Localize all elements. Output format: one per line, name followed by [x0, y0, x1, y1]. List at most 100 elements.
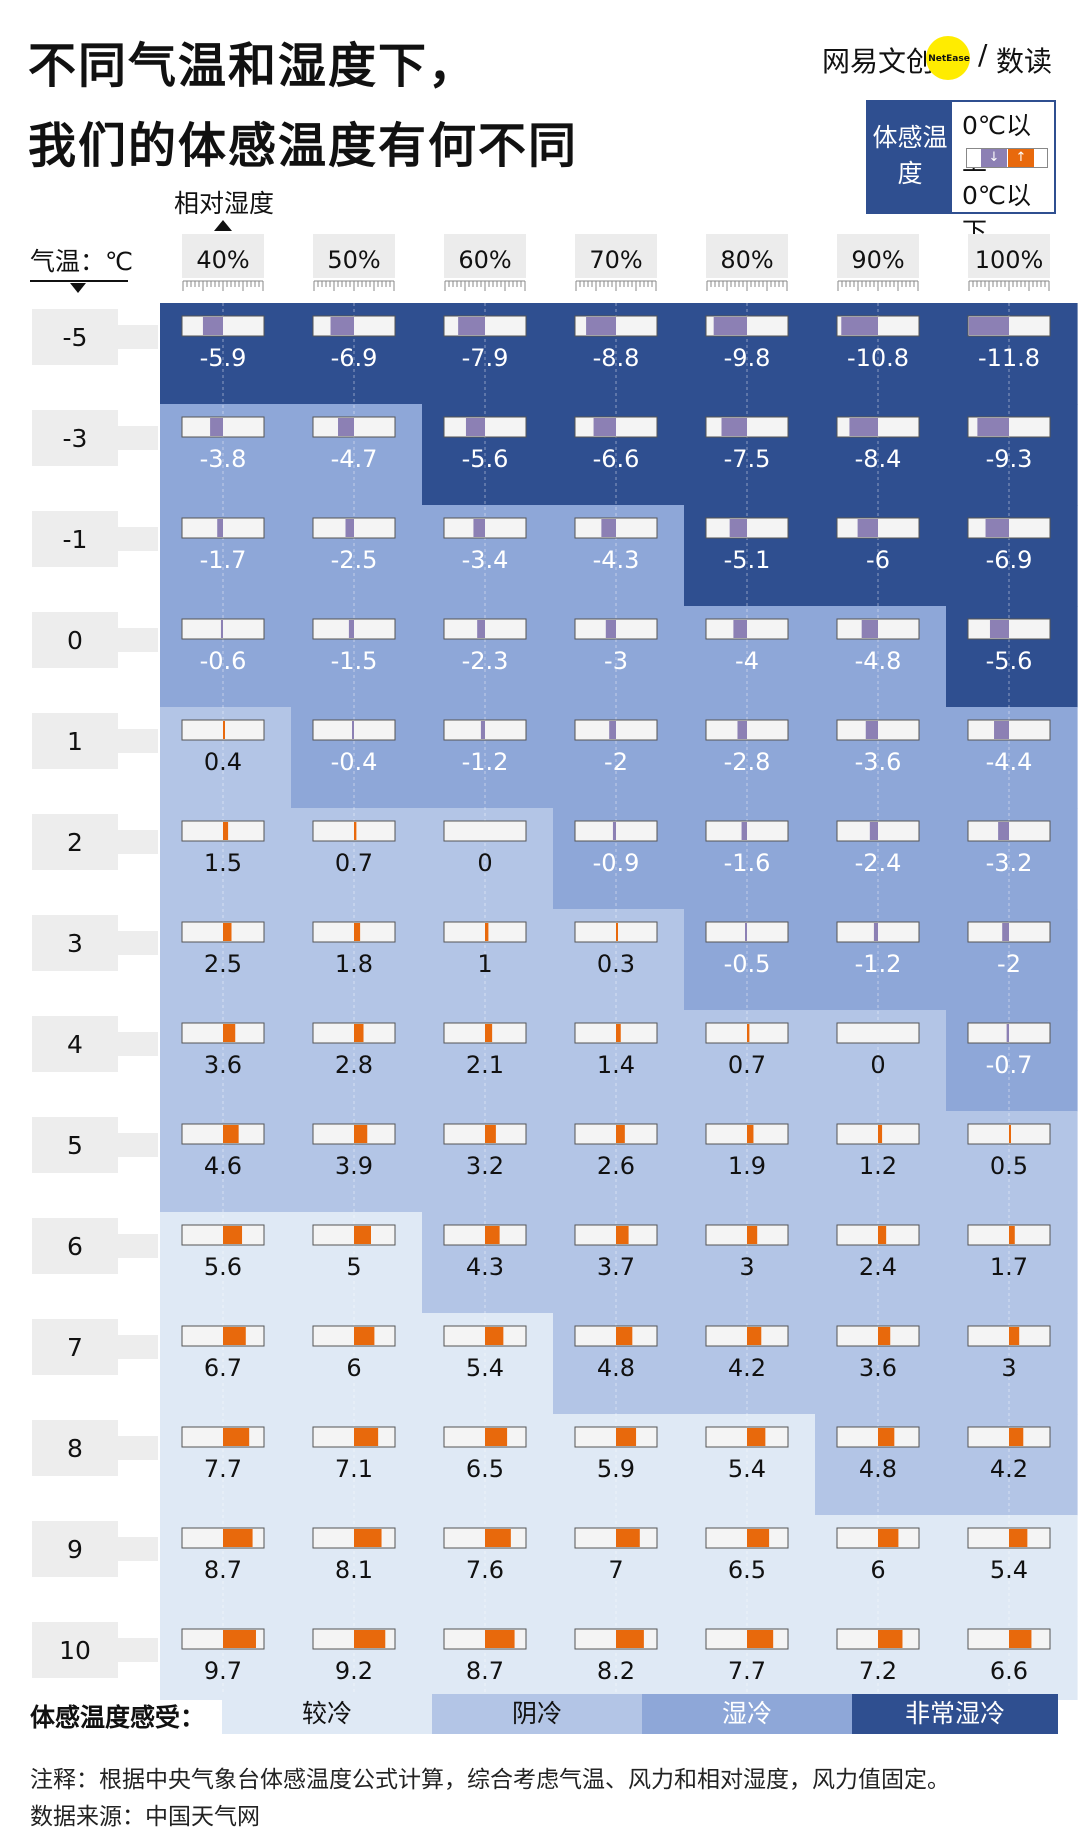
cell-value-label: -2: [997, 950, 1021, 978]
gauge-negative-fill: [841, 317, 878, 335]
gauge-positive-fill: [616, 1024, 621, 1042]
title-line-1: 不同气温和湿度下，: [28, 38, 479, 94]
row-header-label: 4: [67, 1030, 83, 1059]
gauge-positive-fill: [485, 1428, 508, 1446]
gauge-positive-fill: [747, 1226, 758, 1244]
cell-value-label: -4: [735, 647, 759, 675]
row-header-label: -5: [63, 323, 88, 352]
gauge-positive-fill: [1009, 1226, 1015, 1244]
cell-value-label: 3: [1001, 1354, 1016, 1382]
gauge-negative-fill: [202, 317, 223, 335]
cell-value-label: -6.6: [593, 445, 640, 473]
cell-value-label: 7.1: [335, 1455, 373, 1483]
row-header-tag: [32, 1117, 158, 1173]
row-header-tag: [32, 1016, 158, 1072]
cell-value-label: -8.8: [593, 344, 640, 372]
gauge-negative-fill: [586, 317, 616, 335]
cell-value-label: -1.2: [855, 950, 902, 978]
cell-value-label: 8.7: [466, 1657, 504, 1685]
cell-value-label: -4.3: [593, 546, 640, 574]
cell-value-label: 4.3: [466, 1253, 504, 1281]
row-header-tag: [32, 915, 158, 971]
cell-value-label: -8.4: [855, 445, 902, 473]
gauge-positive-fill: [747, 1630, 774, 1648]
gauge-negative-fill: [968, 317, 1009, 335]
gauge-negative-fill: [713, 317, 747, 335]
gauge-negative-fill: [609, 721, 616, 739]
gauge-positive-fill: [747, 1024, 750, 1042]
gauge-positive-fill: [485, 1630, 515, 1648]
row-header-label: -3: [63, 424, 88, 453]
cell-value-label: -0.9: [593, 849, 640, 877]
cell-value-label: 4.6: [204, 1152, 242, 1180]
cell-value-label: -0.4: [331, 748, 378, 776]
gauge-positive-fill: [878, 1529, 899, 1547]
cell-value-label: -3: [604, 647, 628, 675]
cell-value-label: -1.5: [331, 647, 378, 675]
gauge-negative-fill: [1002, 923, 1009, 941]
brand-name: 网易文创: [822, 45, 935, 78]
gauge-negative-fill: [465, 418, 485, 436]
gauge-positive-fill: [616, 1428, 637, 1446]
cell-value-label: 2.8: [335, 1051, 373, 1079]
y-axis-title: 气温：℃: [30, 247, 134, 276]
column-header-label: 70%: [589, 246, 642, 274]
gauge-positive-fill: [223, 822, 229, 840]
gauge-positive-fill: [223, 1327, 246, 1345]
row-header-label: -1: [63, 525, 88, 554]
cell-value-label: 5.4: [466, 1354, 504, 1382]
gauge-negative-fill: [458, 317, 485, 335]
cell-value-label: 5.9: [597, 1455, 635, 1483]
row-header-tag: [32, 713, 158, 769]
cell-value-label: 0.3: [597, 950, 635, 978]
gauge-negative-fill: [985, 519, 1009, 537]
cell-value-label: -3.4: [462, 546, 509, 574]
cell-value-label: -2.5: [331, 546, 378, 574]
cell-value-label: 7: [608, 1556, 623, 1584]
column-header-label: 50%: [327, 246, 380, 274]
gauge-positive-fill: [616, 1226, 629, 1244]
row-header-tag: [32, 1218, 158, 1274]
cell-value-label: 5.4: [728, 1455, 766, 1483]
gauge-positive-fill: [485, 1024, 493, 1042]
gauge-negative-fill: [729, 519, 747, 537]
cell-value-label: 7.7: [728, 1657, 766, 1685]
cell-value-label: -2.4: [855, 849, 902, 877]
cell-value-label: 3.9: [335, 1152, 373, 1180]
gauge-positive-fill: [354, 1125, 368, 1143]
gauge-positive-fill: [878, 1327, 891, 1345]
gauge-negative-fill: [733, 620, 747, 638]
y-axis-underline: [30, 280, 128, 282]
cell-value-label: 3.6: [859, 1354, 897, 1382]
gauge-positive-fill: [354, 1226, 371, 1244]
gauge-positive-fill: [354, 822, 357, 840]
gauge-negative-fill: [338, 418, 354, 436]
gauge-negative-fill: [873, 923, 878, 941]
gauge-positive-fill: [878, 1226, 887, 1244]
gauge-positive-fill: [354, 1327, 375, 1345]
gauge-positive-fill: [354, 1529, 382, 1547]
gauge-positive-fill: [747, 1125, 754, 1143]
cell-value-label: 5.4: [990, 1556, 1028, 1584]
cell-value-label: -6.9: [331, 344, 378, 372]
title-line-2: 我们的体感温度有何不同: [28, 118, 579, 174]
gauge-negative-fill: [994, 721, 1009, 739]
gauge-positive-fill: [223, 721, 225, 739]
cell-value-label: 1: [477, 950, 492, 978]
data-source: 数据来源：中国天气网: [30, 1804, 260, 1830]
cell-value-label: -0.6: [200, 647, 247, 675]
brand-separator: /: [978, 38, 988, 71]
gauge-negative-fill: [745, 923, 747, 941]
cell-value-label: 0.5: [990, 1152, 1028, 1180]
gauge-positive-fill: [1009, 1327, 1020, 1345]
cell-value-label: -1.2: [462, 748, 509, 776]
gauge-positive-fill: [223, 1226, 243, 1244]
gauge-negative-fill: [857, 519, 878, 537]
cell-value-label: -3.2: [986, 849, 1033, 877]
cell-value-label: 4.8: [597, 1354, 635, 1382]
cell-value-label: 0: [477, 849, 492, 877]
gauge-negative-fill: [849, 418, 878, 436]
cell-value-label: 1.5: [204, 849, 242, 877]
category-band-very-wet-cold: 非常湿冷: [852, 1694, 1058, 1734]
row-header-tag: [32, 1420, 158, 1476]
